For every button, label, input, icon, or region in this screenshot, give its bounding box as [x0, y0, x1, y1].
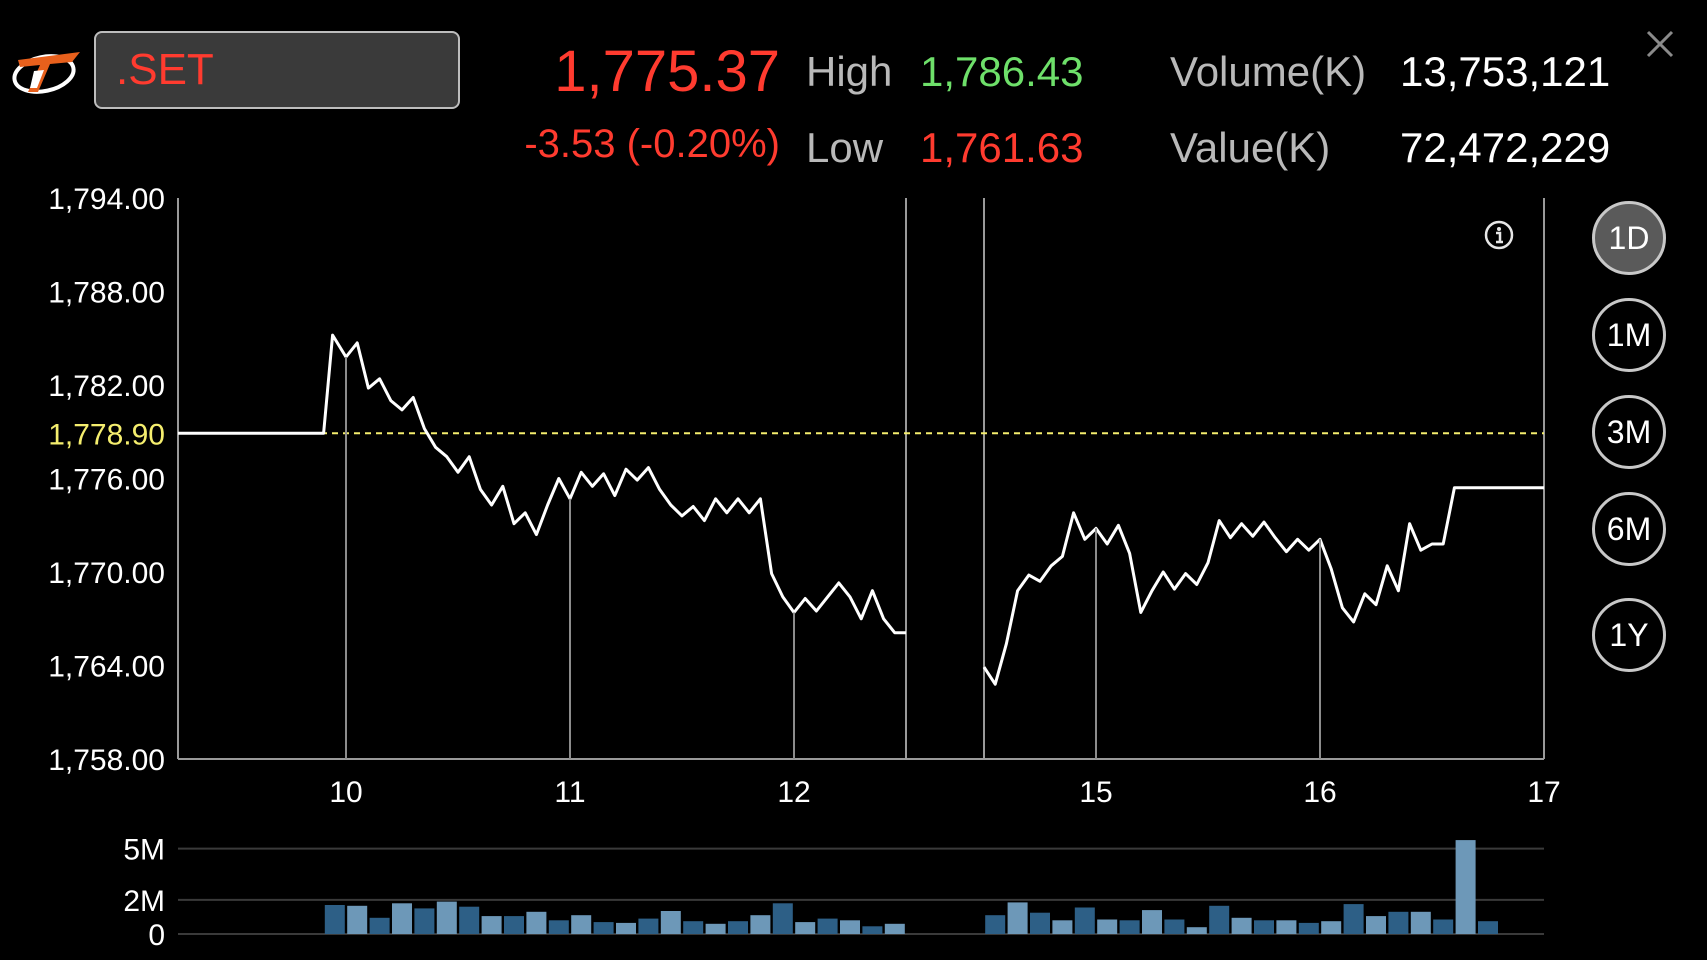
y-tick-label: 1,764.00 — [48, 651, 165, 684]
x-tick-label: 11 — [554, 776, 585, 809]
timeframe-button-1m[interactable]: 1M — [1592, 298, 1666, 372]
volume-bar — [1478, 921, 1498, 934]
volume-bar — [884, 923, 905, 934]
volume-bar — [369, 917, 390, 934]
volume-bar — [1097, 919, 1118, 934]
volume-bar — [1343, 904, 1364, 934]
y-tick-label: 1,776.00 — [48, 464, 165, 497]
volume-bar — [750, 915, 771, 934]
volume-bar — [1366, 916, 1386, 934]
volume-bar — [1433, 919, 1454, 934]
volume-bar — [1164, 919, 1185, 934]
volume-bar — [347, 905, 368, 934]
volume-bar — [616, 922, 636, 934]
volume-bar — [1254, 920, 1274, 934]
low-label: Low — [806, 124, 884, 171]
volume-y-tick-label: 2M — [123, 885, 165, 918]
last-price: 1,775.37 — [554, 39, 780, 104]
value-label: Value(K) — [1170, 124, 1331, 171]
volume-y-tick-label: 5M — [123, 834, 165, 867]
volume-bar — [436, 901, 457, 934]
value-value: 72,472,229 — [1400, 124, 1611, 171]
volume-bar — [1231, 917, 1252, 934]
volume-bar — [862, 926, 883, 934]
volume-bar — [1455, 840, 1476, 934]
volume-bar — [985, 915, 1006, 934]
volume-bar — [414, 908, 435, 934]
timeframe-button-1y[interactable]: 1Y — [1592, 598, 1666, 672]
volume-bar — [1052, 920, 1073, 934]
volume-bar — [705, 923, 726, 934]
logo-icon — [12, 52, 80, 94]
timeframe-button-3m[interactable]: 3M — [1592, 395, 1666, 469]
volume-bar — [638, 918, 659, 934]
close-icon[interactable] — [1644, 28, 1676, 60]
y-tick-label: 1,788.00 — [48, 277, 165, 310]
volume-bar — [1119, 920, 1140, 934]
volume-bar — [1388, 911, 1409, 934]
volume-bar — [1186, 927, 1207, 934]
volume-bar — [1276, 920, 1297, 934]
volume-bar — [1298, 922, 1319, 934]
x-tick-label: 10 — [329, 776, 362, 809]
y-tick-label: 1,770.00 — [48, 557, 165, 590]
timeframe-button-6m[interactable]: 6M — [1592, 492, 1666, 566]
volume-bar — [728, 921, 748, 934]
volume-bar — [1142, 910, 1162, 934]
volume-value: 13,753,121 — [1400, 48, 1611, 95]
volume-bar — [1007, 902, 1028, 934]
low-value: 1,761.63 — [920, 124, 1084, 171]
volume-bar — [1030, 912, 1050, 934]
price-change: -3.53 (-0.20%) — [524, 122, 780, 166]
price-line — [178, 333, 906, 635]
volume-bar — [840, 920, 860, 934]
volume-bar — [324, 905, 345, 934]
high-label: High — [806, 48, 893, 95]
reference-label: 1,778.90 — [48, 418, 165, 451]
x-tick-label: 15 — [1079, 776, 1112, 809]
volume-bar — [1321, 921, 1342, 934]
volume-bar — [772, 903, 793, 934]
volume-bar — [795, 922, 816, 934]
volume-bar — [660, 911, 681, 934]
volume-bar — [392, 903, 412, 934]
volume-bar — [817, 918, 838, 934]
x-tick-label: 16 — [1303, 776, 1336, 809]
volume-bar — [571, 915, 592, 934]
volume-bar — [459, 906, 480, 934]
volume-label: Volume(K) — [1170, 48, 1367, 95]
timeframe-button-1d[interactable]: 1D — [1592, 201, 1666, 275]
volume-bar — [1074, 907, 1095, 934]
y-tick-label: 1,794.00 — [48, 183, 165, 216]
volume-bar — [526, 911, 547, 934]
y-tick-label: 1,758.00 — [48, 744, 165, 777]
x-tick-label: 12 — [777, 776, 810, 809]
symbol-input[interactable]: .SET — [94, 31, 460, 109]
y-tick-label: 1,782.00 — [48, 370, 165, 403]
high-value: 1,786.43 — [920, 48, 1084, 95]
volume-y-tick-label: 0 — [148, 919, 165, 952]
info-icon[interactable] — [1484, 220, 1514, 250]
volume-bar — [1410, 911, 1431, 934]
volume-bar — [481, 916, 502, 934]
x-tick-label: 17 — [1527, 776, 1560, 809]
volume-bar — [504, 916, 524, 934]
volume-bar — [548, 920, 569, 934]
price-line — [982, 486, 1544, 686]
symbol-text: .SET — [116, 45, 214, 94]
volume-bar — [593, 922, 614, 934]
volume-bar — [683, 921, 704, 934]
volume-bar — [1209, 905, 1230, 934]
